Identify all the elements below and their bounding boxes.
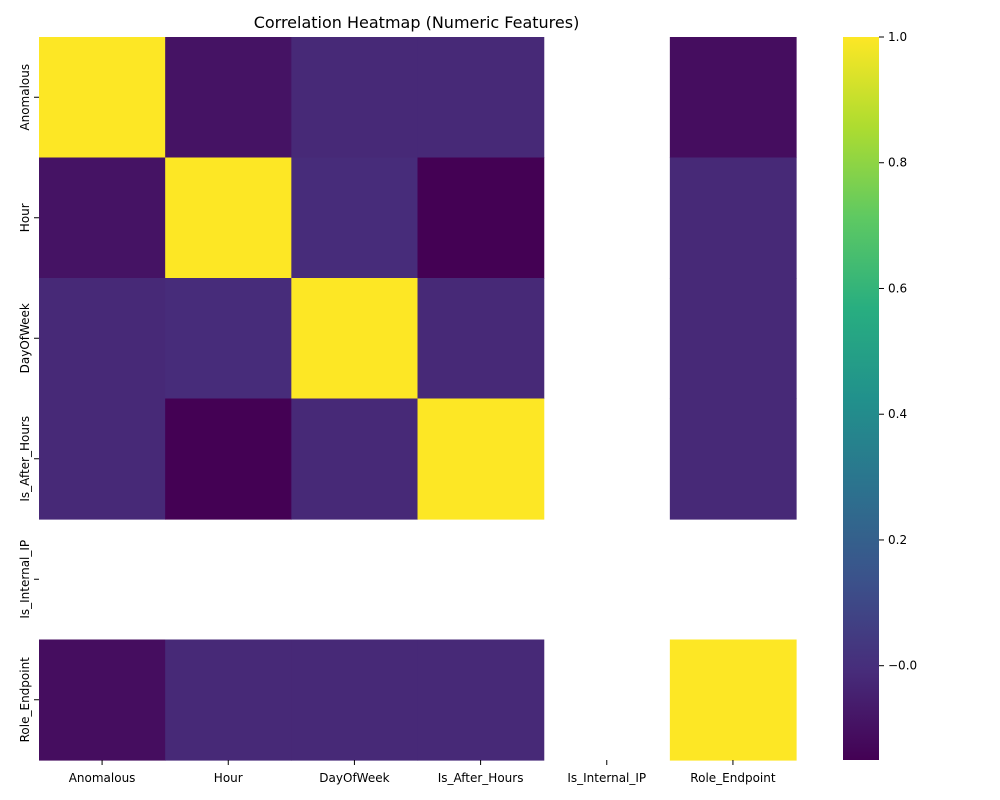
y-tick-label: DayOfWeek	[18, 303, 32, 373]
heatmap-cell	[165, 157, 292, 279]
y-tick-label: Is_Internal_IP	[18, 540, 32, 619]
heatmap-cell	[669, 639, 797, 761]
y-tick-label: Hour	[18, 203, 32, 232]
heatmap-cells	[39, 37, 797, 761]
heatmap-cell	[39, 639, 166, 761]
heatmap-cell	[417, 37, 545, 159]
x-tick-label: Is_Internal_IP	[567, 771, 646, 785]
heatmap-cell	[669, 157, 797, 279]
heatmap-cell	[669, 37, 797, 159]
x-axis: Anomalous Hour DayOfWeek Is_After_Hours Is_I…	[69, 760, 776, 785]
heatmap-cell	[291, 639, 419, 761]
colorbar-tick-label: 0.4	[888, 407, 907, 421]
y-axis: Anomalous Hour DayOfWeek Is_After_Hours Is_I…	[18, 64, 39, 743]
y-tick-label: Is_After_Hours	[18, 416, 32, 502]
x-tick-label: Anomalous	[69, 771, 136, 785]
colorbar-tick-label: 0.8	[888, 156, 907, 170]
heatmap-cell	[39, 37, 166, 159]
chart-title: Correlation Heatmap (Numeric Features)	[254, 13, 580, 32]
colorbar-tick-label: 0.2	[888, 533, 907, 547]
y-tick-label: Role_Endpoint	[18, 657, 32, 743]
x-tick-label: Is_After_Hours	[438, 771, 524, 785]
colorbar-tick-label: 1.0	[888, 30, 907, 44]
heatmap-cell	[291, 157, 419, 279]
heatmap-cell	[291, 37, 419, 159]
heatmap-cell	[39, 278, 166, 400]
heatmap-cell	[165, 278, 292, 400]
x-tick-label: DayOfWeek	[319, 771, 389, 785]
heatmap-cell	[291, 398, 419, 520]
colorbar	[843, 37, 879, 760]
y-tick-label: Anomalous	[18, 64, 32, 131]
colorbar-tick-label: −0.0	[888, 659, 917, 673]
colorbar-ticks: −0.0 0.2 0.4 0.6 0.8 1.0	[879, 30, 917, 673]
heatmap-cell	[417, 639, 545, 761]
heatmap-cell	[417, 278, 545, 400]
heatmap-cell	[417, 398, 545, 520]
heatmap-cell	[165, 37, 292, 159]
x-tick-label: Role_Endpoint	[690, 771, 776, 785]
x-tick-label: Hour	[214, 771, 243, 785]
heatmap-cell	[669, 278, 797, 400]
heatmap-cell	[39, 398, 166, 520]
heatmap-cell	[165, 639, 292, 761]
heatmap-cell	[669, 398, 797, 520]
heatmap-cell	[291, 278, 419, 400]
colorbar-tick-label: 0.6	[888, 281, 907, 295]
heatmap-cell	[417, 157, 545, 279]
heatmap-cell	[165, 398, 292, 520]
heatmap-cell	[39, 157, 166, 279]
